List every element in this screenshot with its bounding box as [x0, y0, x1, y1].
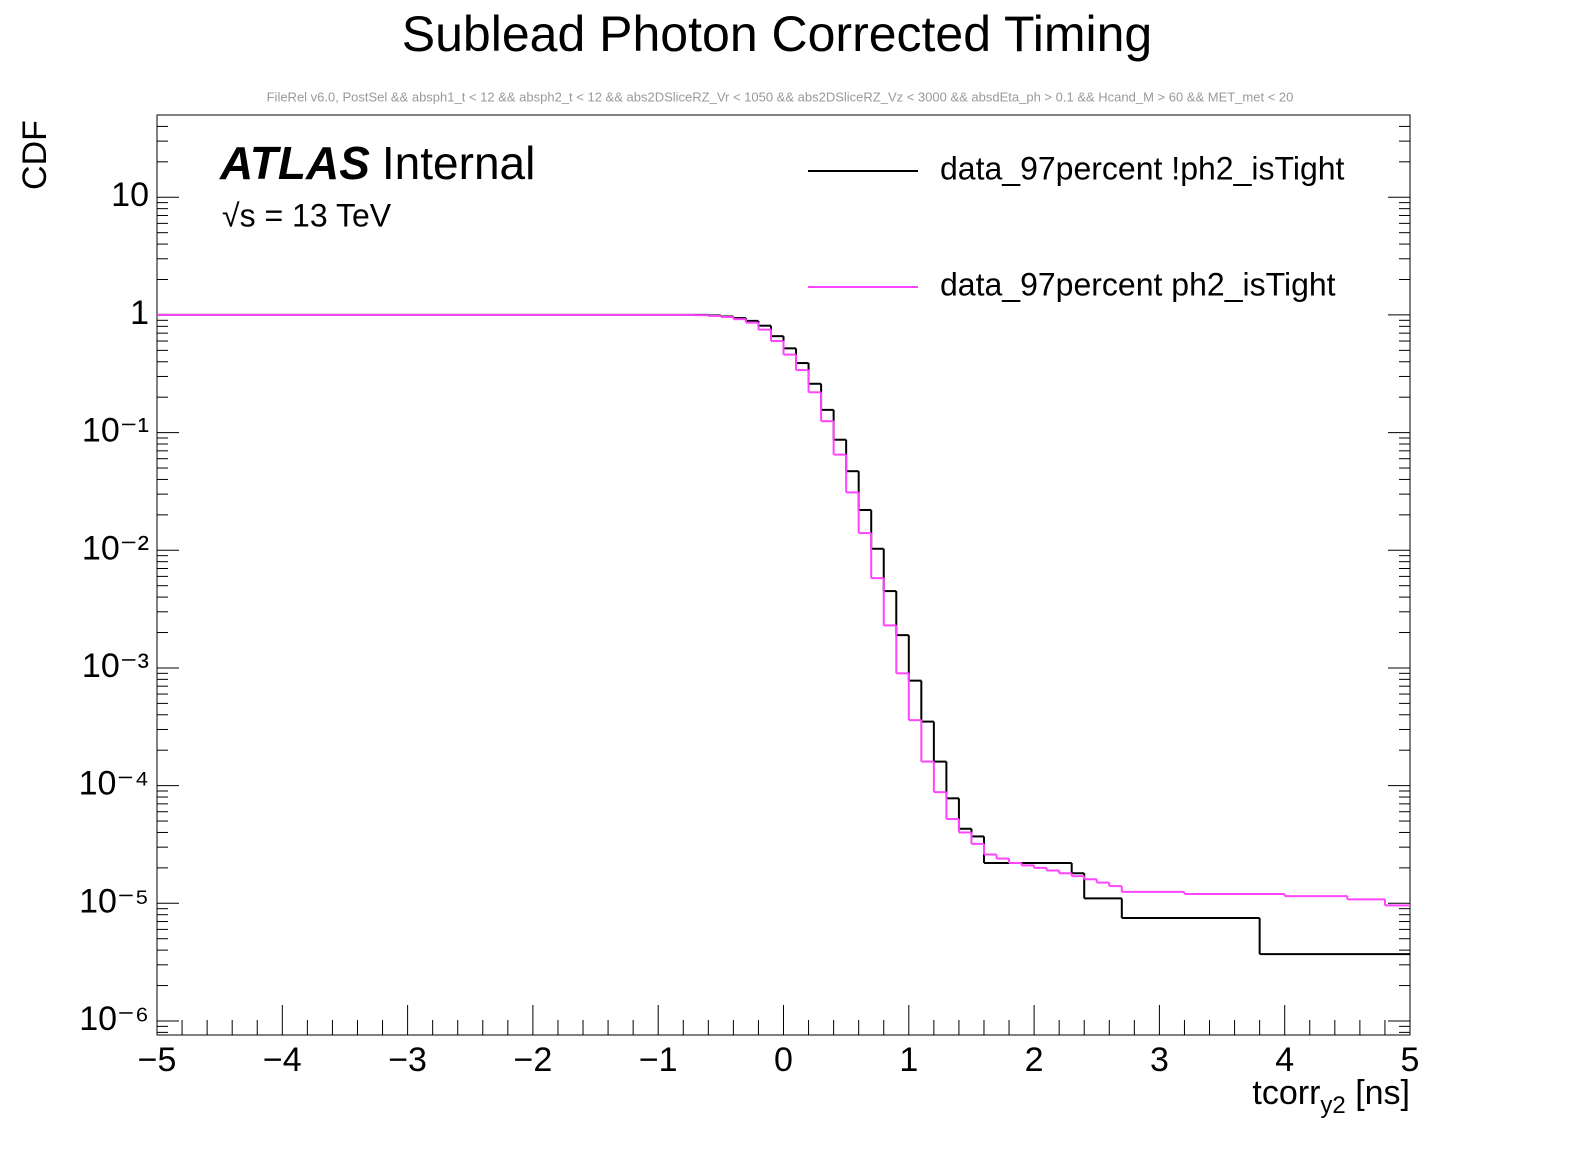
y-tick-label: 10⁻³	[82, 647, 149, 685]
x-tick-label: −2	[514, 1041, 553, 1079]
x-tick-label: −3	[388, 1041, 427, 1079]
chart-subtitle: FileRel v6.0, PostSel && absph1_t < 12 &…	[267, 89, 1294, 104]
atlas-status: Internal	[382, 137, 535, 189]
x-tick-label: 3	[1150, 1041, 1169, 1079]
chart-title: Sublead Photon Corrected Timing	[402, 6, 1152, 62]
energy-label: √s = 13 TeV	[222, 197, 392, 233]
x-label-sub: y2	[1320, 1092, 1345, 1119]
y-tick-label: 1	[130, 294, 149, 332]
x-tick-label: −5	[138, 1041, 177, 1079]
atlas-label: ATLAS Internal	[219, 137, 535, 189]
y-tick-label: 10⁻⁶	[79, 1000, 149, 1038]
x-tick-label: 4	[1275, 1041, 1294, 1079]
y-tick-label: 10⁻⁴	[79, 765, 149, 803]
y-axis-label: CDF	[16, 120, 54, 190]
legend-label: data_97percent ph2_isTight	[940, 266, 1336, 302]
x-tick-label: −1	[639, 1041, 678, 1079]
y-tick-label: 10⁻²	[82, 529, 149, 567]
x-tick-label: 1	[899, 1041, 918, 1079]
legend-label: data_97percent !ph2_isTight	[940, 150, 1345, 186]
x-label-main: tcorr	[1252, 1074, 1320, 1112]
x-tick-label: −4	[263, 1041, 302, 1079]
y-tick-label: 10⁻⁵	[79, 882, 149, 920]
x-tick-label: 5	[1401, 1041, 1420, 1079]
x-tick-label: 2	[1025, 1041, 1044, 1079]
x-tick-label: 0	[774, 1041, 793, 1079]
atlas-word: ATLAS	[219, 137, 370, 189]
y-tick-label: 10	[111, 176, 149, 214]
x-label-unit: [ns]	[1346, 1074, 1410, 1112]
y-tick-label: 10⁻¹	[82, 412, 149, 450]
x-axis-label: tcorry2 [ns]	[1252, 1074, 1410, 1119]
